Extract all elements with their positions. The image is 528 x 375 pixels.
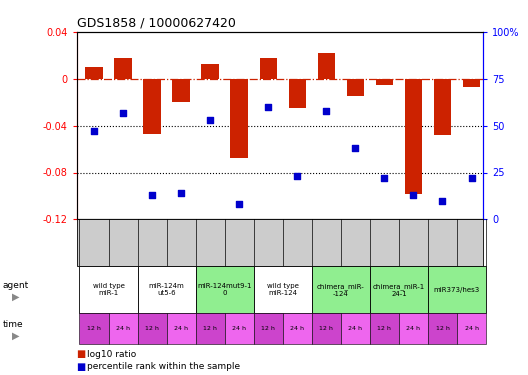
Text: 24 h: 24 h xyxy=(465,326,478,331)
Text: wild type
miR-124: wild type miR-124 xyxy=(267,283,299,296)
Point xyxy=(438,198,447,204)
Point xyxy=(351,145,360,151)
Point xyxy=(119,110,127,116)
Text: log10 ratio: log10 ratio xyxy=(87,350,136,359)
Text: GDS1858 / 10000627420: GDS1858 / 10000627420 xyxy=(77,16,235,29)
Text: 24 h: 24 h xyxy=(174,326,188,331)
Bar xyxy=(172,79,190,102)
Point xyxy=(409,192,418,198)
Point xyxy=(235,201,243,207)
Text: miR-124m
ut5-6: miR-124m ut5-6 xyxy=(149,283,184,296)
Point xyxy=(206,117,214,123)
Text: 24 h: 24 h xyxy=(116,326,130,331)
Text: time: time xyxy=(3,320,23,330)
Bar xyxy=(463,79,480,87)
Bar xyxy=(114,58,132,79)
Text: ■: ■ xyxy=(77,362,86,372)
Text: ▶: ▶ xyxy=(12,291,19,302)
Text: 12 h: 12 h xyxy=(145,326,159,331)
Point xyxy=(467,175,476,181)
Text: 12 h: 12 h xyxy=(378,326,391,331)
Text: 12 h: 12 h xyxy=(203,326,217,331)
Text: 24 h: 24 h xyxy=(407,326,420,331)
Point xyxy=(90,128,98,134)
Point xyxy=(148,192,156,198)
Text: 12 h: 12 h xyxy=(436,326,449,331)
Text: chimera_miR-
-124: chimera_miR- -124 xyxy=(317,283,365,297)
Text: 12 h: 12 h xyxy=(87,326,101,331)
Point xyxy=(293,173,301,179)
Bar xyxy=(259,58,277,79)
Text: miR373/hes3: miR373/hes3 xyxy=(434,287,480,293)
Text: ■: ■ xyxy=(77,350,86,359)
Bar xyxy=(433,79,451,135)
Bar xyxy=(346,79,364,96)
Bar xyxy=(143,79,161,134)
Point xyxy=(177,190,185,196)
Text: 24 h: 24 h xyxy=(348,326,362,331)
Text: wild type
miR-1: wild type miR-1 xyxy=(92,283,125,296)
Point xyxy=(264,104,272,110)
Point xyxy=(322,108,331,114)
Text: agent: agent xyxy=(3,281,29,290)
Point xyxy=(380,175,389,181)
Bar xyxy=(318,53,335,79)
Text: percentile rank within the sample: percentile rank within the sample xyxy=(87,362,240,371)
Text: 12 h: 12 h xyxy=(319,326,333,331)
Bar xyxy=(404,79,422,194)
Text: ▶: ▶ xyxy=(12,330,19,340)
Bar xyxy=(230,79,248,158)
Bar xyxy=(289,79,306,108)
Text: 24 h: 24 h xyxy=(290,326,304,331)
Text: 24 h: 24 h xyxy=(232,326,246,331)
Text: chimera_miR-1
24-1: chimera_miR-1 24-1 xyxy=(373,283,425,297)
Bar xyxy=(202,63,219,79)
Bar xyxy=(375,79,393,85)
Text: 12 h: 12 h xyxy=(261,326,275,331)
Bar xyxy=(85,67,102,79)
Text: miR-124mut9-1
0: miR-124mut9-1 0 xyxy=(197,283,252,296)
